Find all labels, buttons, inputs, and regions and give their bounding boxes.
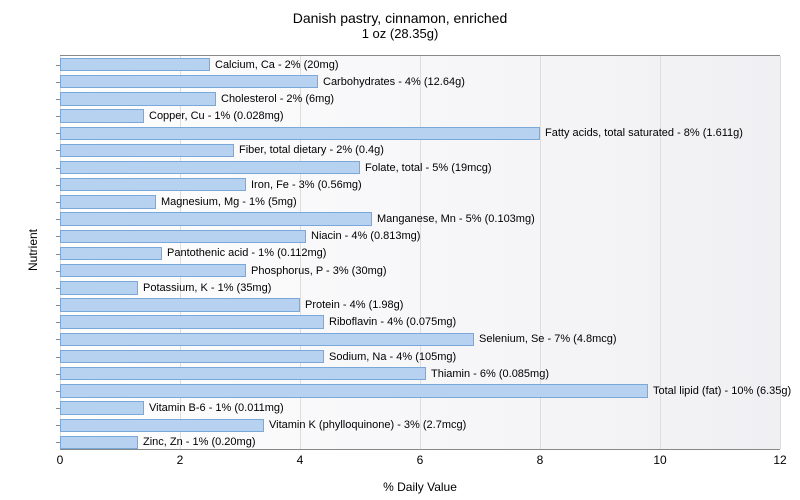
nutrient-bar <box>60 281 138 294</box>
nutrient-label: Manganese, Mn - 5% (0.103mg) <box>372 212 535 225</box>
nutrient-label: Carbohydrates - 4% (12.64g) <box>318 75 465 88</box>
x-tick-label: 0 <box>57 453 64 467</box>
nutrient-label: Phosphorus, P - 3% (30mg) <box>246 264 387 277</box>
nutrient-label: Cholesterol - 2% (6mg) <box>216 92 334 105</box>
nutrient-bar <box>60 315 324 328</box>
x-tick-label: 12 <box>773 453 786 467</box>
nutrient-chart: Danish pastry, cinnamon, enriched 1 oz (… <box>0 0 800 500</box>
nutrient-label: Riboflavin - 4% (0.075mg) <box>324 315 456 328</box>
nutrient-label: Calcium, Ca - 2% (20mg) <box>210 58 338 71</box>
nutrient-bar <box>60 195 156 208</box>
nutrient-bar <box>60 264 246 277</box>
nutrient-bar <box>60 350 324 363</box>
nutrient-bar <box>60 178 246 191</box>
nutrient-bar <box>60 127 540 140</box>
x-tick-label: 6 <box>417 453 424 467</box>
nutrient-bar <box>60 247 162 260</box>
nutrient-bar <box>60 298 300 311</box>
nutrient-bar <box>60 333 474 346</box>
x-tick-label: 4 <box>297 453 304 467</box>
nutrient-label: Niacin - 4% (0.813mg) <box>306 230 420 243</box>
nutrient-label: Folate, total - 5% (19mcg) <box>360 161 492 174</box>
nutrient-label: Fatty acids, total saturated - 8% (1.611… <box>540 127 743 140</box>
nutrient-label: Vitamin K (phylloquinone) - 3% (2.7mcg) <box>264 419 466 432</box>
nutrient-bar <box>60 161 360 174</box>
nutrient-bar <box>60 212 372 225</box>
nutrient-label: Total lipid (fat) - 10% (6.35g) <box>648 384 791 397</box>
nutrient-bar <box>60 401 144 414</box>
x-tick-label: 8 <box>537 453 544 467</box>
nutrient-bar <box>60 75 318 88</box>
nutrient-label: Copper, Cu - 1% (0.028mg) <box>144 109 284 122</box>
nutrient-label: Thiamin - 6% (0.085mg) <box>426 367 549 380</box>
nutrient-bar <box>60 419 264 432</box>
nutrient-bar <box>60 92 216 105</box>
nutrient-bar <box>60 58 210 71</box>
nutrient-bar <box>60 109 144 122</box>
nutrient-bar <box>60 230 306 243</box>
nutrient-label: Protein - 4% (1.98g) <box>300 298 403 311</box>
nutrient-bar <box>60 384 648 397</box>
x-tick-label: 2 <box>177 453 184 467</box>
nutrient-label: Zinc, Zn - 1% (0.20mg) <box>138 436 255 449</box>
y-axis-label: Nutrient <box>26 229 40 271</box>
bars-container: Calcium, Ca - 2% (20mg) Carbohydrates - 4… <box>60 56 780 449</box>
x-tick-label: 10 <box>653 453 666 467</box>
nutrient-label: Vitamin B-6 - 1% (0.011mg) <box>144 401 284 414</box>
chart-subtitle: 1 oz (28.35g) <box>0 26 800 49</box>
nutrient-label: Sodium, Na - 4% (105mg) <box>324 350 456 363</box>
nutrient-bar <box>60 144 234 157</box>
nutrient-label: Fiber, total dietary - 2% (0.4g) <box>234 144 384 157</box>
x-axis-label: % Daily Value <box>60 480 780 494</box>
nutrient-label: Magnesium, Mg - 1% (5mg) <box>156 195 297 208</box>
nutrient-bar <box>60 436 138 449</box>
nutrient-label: Selenium, Se - 7% (4.8mcg) <box>474 333 617 346</box>
nutrient-label: Iron, Fe - 3% (0.56mg) <box>246 178 362 191</box>
nutrient-label: Pantothenic acid - 1% (0.112mg) <box>162 247 326 260</box>
plot-area: Calcium, Ca - 2% (20mg) Carbohydrates - 4… <box>60 55 780 450</box>
nutrient-bar <box>60 367 426 380</box>
chart-title: Danish pastry, cinnamon, enriched <box>0 0 800 26</box>
nutrient-label: Potassium, K - 1% (35mg) <box>138 281 271 294</box>
